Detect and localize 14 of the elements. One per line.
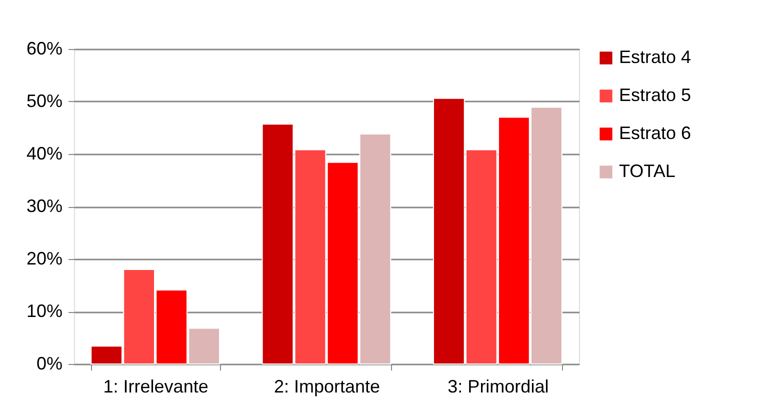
legend-label: TOTAL [619,161,676,181]
y-tick-label: 30% [26,196,62,216]
x-tick-label: 1: Irrelevante [103,376,208,396]
x-tick-label: 2: Importante [274,376,380,396]
legend-label: Estrato 5 [619,85,692,105]
y-tick-label: 50% [26,91,62,111]
y-tick-label: 40% [26,144,62,164]
y-tick-label: 0% [36,354,62,374]
x-tick-label: 3: Primordial [448,376,549,396]
legend-label: Estrato 6 [619,123,692,143]
y-tick-label: 60% [26,38,62,58]
y-tick-label: 20% [26,248,62,268]
y-tick-label: 10% [26,301,62,321]
legend-label: Estrato 4 [619,47,692,67]
